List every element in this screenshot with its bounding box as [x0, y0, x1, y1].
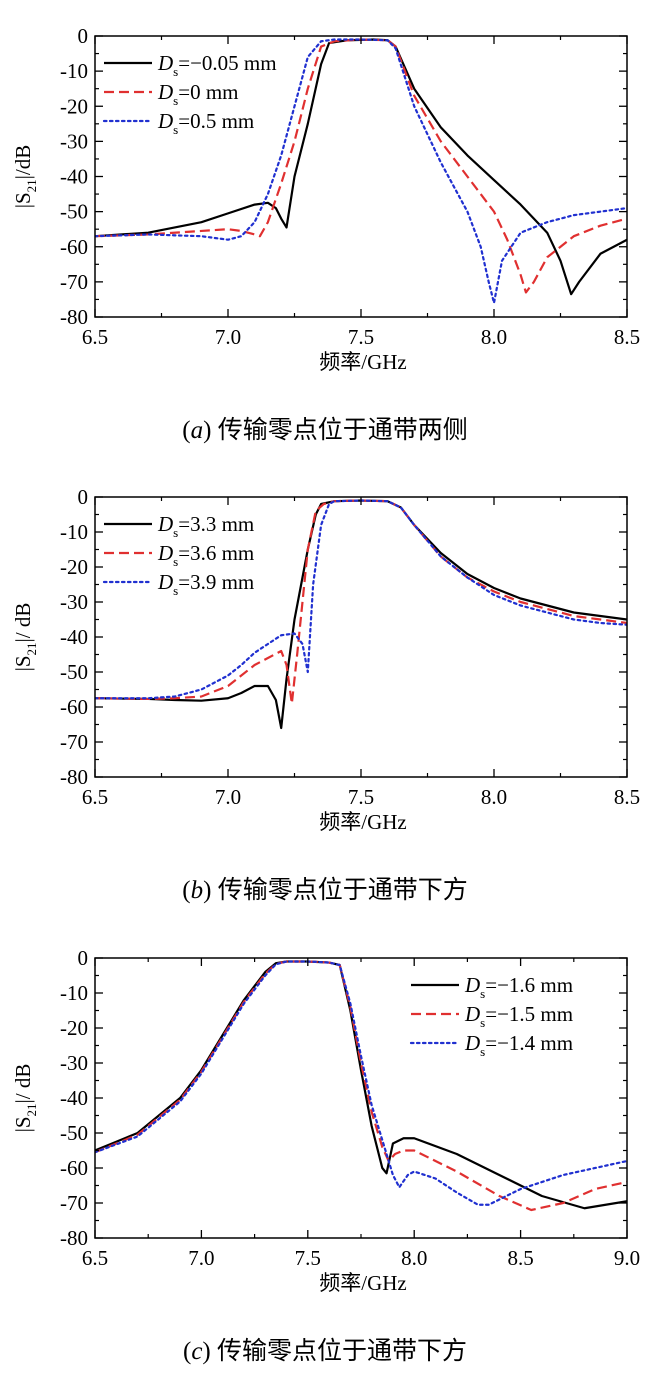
y-tick-label-c: -50: [60, 1121, 88, 1145]
y-tick-label-c: -80: [60, 1226, 88, 1250]
y-tick-label-a: -50: [60, 200, 88, 224]
legend-label-b-1: Ds=3.3 mm: [157, 512, 254, 540]
y-axis-label-c: |S21|/ dB: [11, 1064, 39, 1133]
chart-panel-a: 6.5 7.0 7.5 8.0 8.5 0 -10 -20 -30 -40 -50 -60 -70 -80…: [11, 24, 640, 444]
y-tick-label-c: -20: [60, 1016, 88, 1040]
x-tick-label-b: 7.5: [348, 785, 374, 809]
series-line-a-2: [95, 38, 627, 294]
y-tick-label-b: -60: [60, 695, 88, 719]
x-tick-label-c: 8.0: [401, 1246, 427, 1270]
y-tick-label-b: -30: [60, 590, 88, 614]
x-axis-label-a: 频率/GHz: [319, 350, 407, 374]
y-tick-label-c: -60: [60, 1156, 88, 1180]
x-tick-label-a: 7.5: [348, 325, 374, 349]
legend-label-a-1: Ds=−0.05 mm: [157, 51, 277, 79]
y-tick-label-c: -10: [60, 981, 88, 1005]
x-tick-label-a: 8.5: [614, 325, 640, 349]
chart-panel-b: 6.5 7.0 7.5 8.0 8.5 0 -10 -20 -30 -40 -50 -60 -70 -80…: [11, 485, 640, 904]
y-axis-label-a: |S21|/dB: [11, 145, 39, 208]
plot-frame-c: [94, 957, 628, 1239]
legend-label-a-2: Ds=0 mm: [157, 80, 239, 108]
y-tick-label-b: -80: [60, 765, 88, 789]
y-tick-label-c: -70: [60, 1191, 88, 1215]
x-tick-label-c: 9.0: [614, 1246, 640, 1270]
y-tick-label-b: -70: [60, 730, 88, 754]
caption-c: (c) 传输零点位于通带下方: [183, 1337, 467, 1365]
caption-a: (a) 传输零点位于通带两侧: [182, 416, 467, 444]
y-tick-label-a: -80: [60, 305, 88, 329]
x-tick-label-b: 7.0: [215, 785, 241, 809]
x-tick-label-a: 7.0: [215, 325, 241, 349]
legend-label-a-3: Ds=0.5 mm: [157, 109, 254, 137]
legend-label-c-2: Ds=−1.5 mm: [464, 1002, 573, 1030]
x-tick-label-b: 8.5: [614, 785, 640, 809]
x-tick-label-a: 8.0: [481, 325, 507, 349]
x-tick-label-c: 7.0: [188, 1246, 214, 1270]
y-tick-label-c: 0: [78, 946, 89, 970]
x-axis-label-b: 频率/GHz: [319, 810, 407, 834]
y-tick-label-a: -20: [60, 94, 88, 118]
y-tick-label-b: -10: [60, 520, 88, 544]
y-tick-label-a: -60: [60, 235, 88, 259]
legend-label-c-3: Ds=−1.4 mm: [464, 1031, 573, 1059]
y-axis-label-b: |S21|/ dB: [11, 603, 39, 672]
y-tick-label-b: -20: [60, 555, 88, 579]
x-tick-label-c: 8.5: [507, 1246, 533, 1270]
legend-label-b-2: Ds=3.6 mm: [157, 541, 254, 569]
x-tick-label-c: 6.5: [82, 1246, 108, 1270]
caption-b: (b) 传输零点位于通带下方: [182, 876, 467, 904]
y-tick-label-c: -40: [60, 1086, 88, 1110]
y-tick-label-b: -40: [60, 625, 88, 649]
y-tick-label-a: -40: [60, 165, 88, 189]
x-tick-label-b: 6.5: [82, 785, 108, 809]
y-tick-label-a: -10: [60, 59, 88, 83]
y-tick-label-a: -70: [60, 270, 88, 294]
y-tick-label-a: 0: [78, 24, 89, 48]
y-tick-label-b: 0: [78, 485, 89, 509]
x-tick-label-c: 7.5: [295, 1246, 321, 1270]
chart-panel-c: 6.5 7.0 7.5 8.0 8.5 9.0 0 -10 -20 -30 -40 -50 -60 -70…: [11, 946, 640, 1365]
series-line-b-3: [95, 499, 627, 700]
series-line-c-1: [95, 960, 627, 1210]
y-tick-label-b: -50: [60, 660, 88, 684]
y-tick-label-c: -30: [60, 1051, 88, 1075]
x-tick-label-a: 6.5: [82, 325, 108, 349]
series-line-c-2: [95, 960, 627, 1212]
x-axis-label-c: 频率/GHz: [319, 1271, 407, 1295]
x-tick-label-b: 8.0: [481, 785, 507, 809]
legend-label-b-3: Ds=3.9 mm: [157, 570, 254, 598]
series-line-a-3: [95, 38, 627, 305]
y-tick-label-a: -30: [60, 129, 88, 153]
legend-label-c-1: Ds=−1.6 mm: [464, 973, 573, 1001]
series-line-c-3: [95, 960, 627, 1206]
